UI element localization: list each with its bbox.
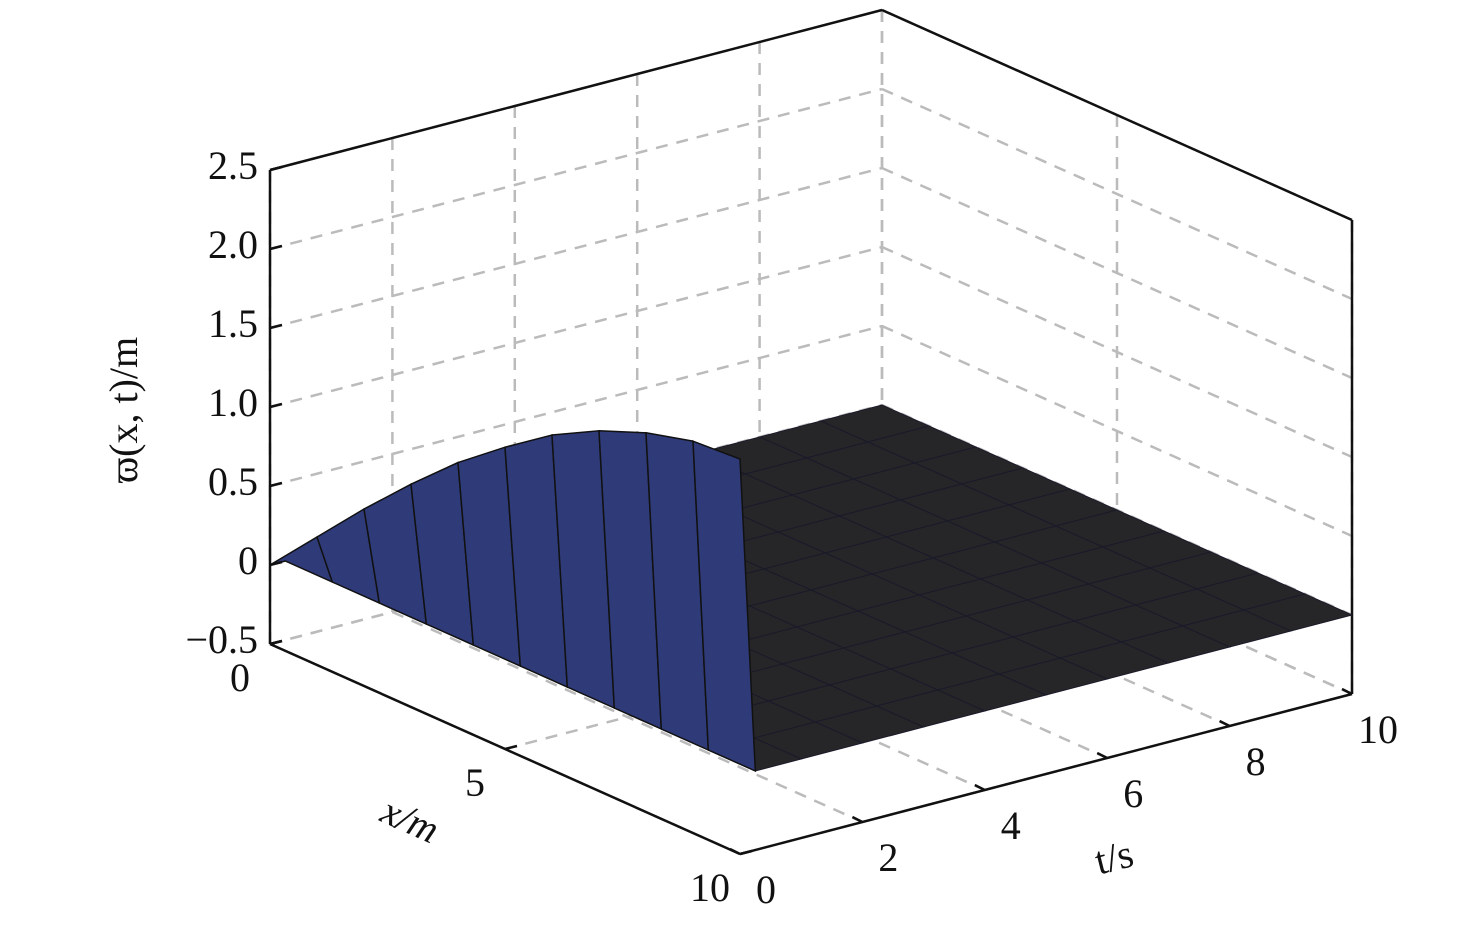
tick-mark — [1341, 687, 1353, 696]
y-tick-label: 4 — [1001, 803, 1021, 848]
surface-cell — [692, 440, 757, 773]
tick-mark — [739, 849, 753, 856]
tick-mark — [729, 847, 741, 856]
tick-mark — [1096, 751, 1108, 760]
tick-mark — [504, 744, 518, 751]
grid-line — [881, 87, 1353, 301]
grid-line — [269, 324, 883, 488]
axis-line — [739, 692, 1353, 856]
z-axis-label: ϖ(x, t)/m — [101, 337, 146, 483]
z-tick-label: 0 — [238, 538, 258, 583]
grid-line — [269, 245, 883, 409]
tick-mark — [269, 481, 283, 488]
z-tick-label: 1.5 — [208, 301, 258, 346]
x-tick-label: 0 — [230, 655, 250, 700]
x-tick-label: 5 — [465, 760, 485, 805]
y-tick-label: 0 — [756, 867, 776, 912]
tick-mark — [269, 639, 283, 646]
tick-mark — [269, 402, 283, 409]
z-tick-label: 2.5 — [208, 143, 258, 188]
axis-line — [269, 8, 883, 172]
y-tick-label: 2 — [878, 835, 898, 880]
tick-mark — [851, 815, 863, 824]
z-tick-label: 1.0 — [208, 380, 258, 425]
x-tick-label: 10 — [690, 865, 730, 910]
tick-mark — [269, 165, 283, 172]
tick-mark — [269, 244, 283, 251]
tick-mark — [269, 560, 283, 567]
grid-line — [269, 87, 883, 251]
z-tick-label: 2.0 — [208, 222, 258, 267]
y-axis-label: t/s — [1090, 831, 1138, 884]
z-tick-label: −0.5 — [185, 617, 258, 662]
tick-mark — [269, 323, 283, 330]
x-axis-label: x/m — [374, 787, 446, 852]
axis-line — [881, 8, 1353, 222]
y-tick-label: 6 — [1123, 771, 1143, 816]
y-tick-label: 8 — [1246, 739, 1266, 784]
y-tick-label: 10 — [1358, 707, 1398, 752]
tick-mark — [974, 783, 986, 792]
tick-mark — [1219, 719, 1231, 728]
grid-line — [269, 166, 883, 330]
z-tick-label: 0.5 — [208, 459, 258, 504]
